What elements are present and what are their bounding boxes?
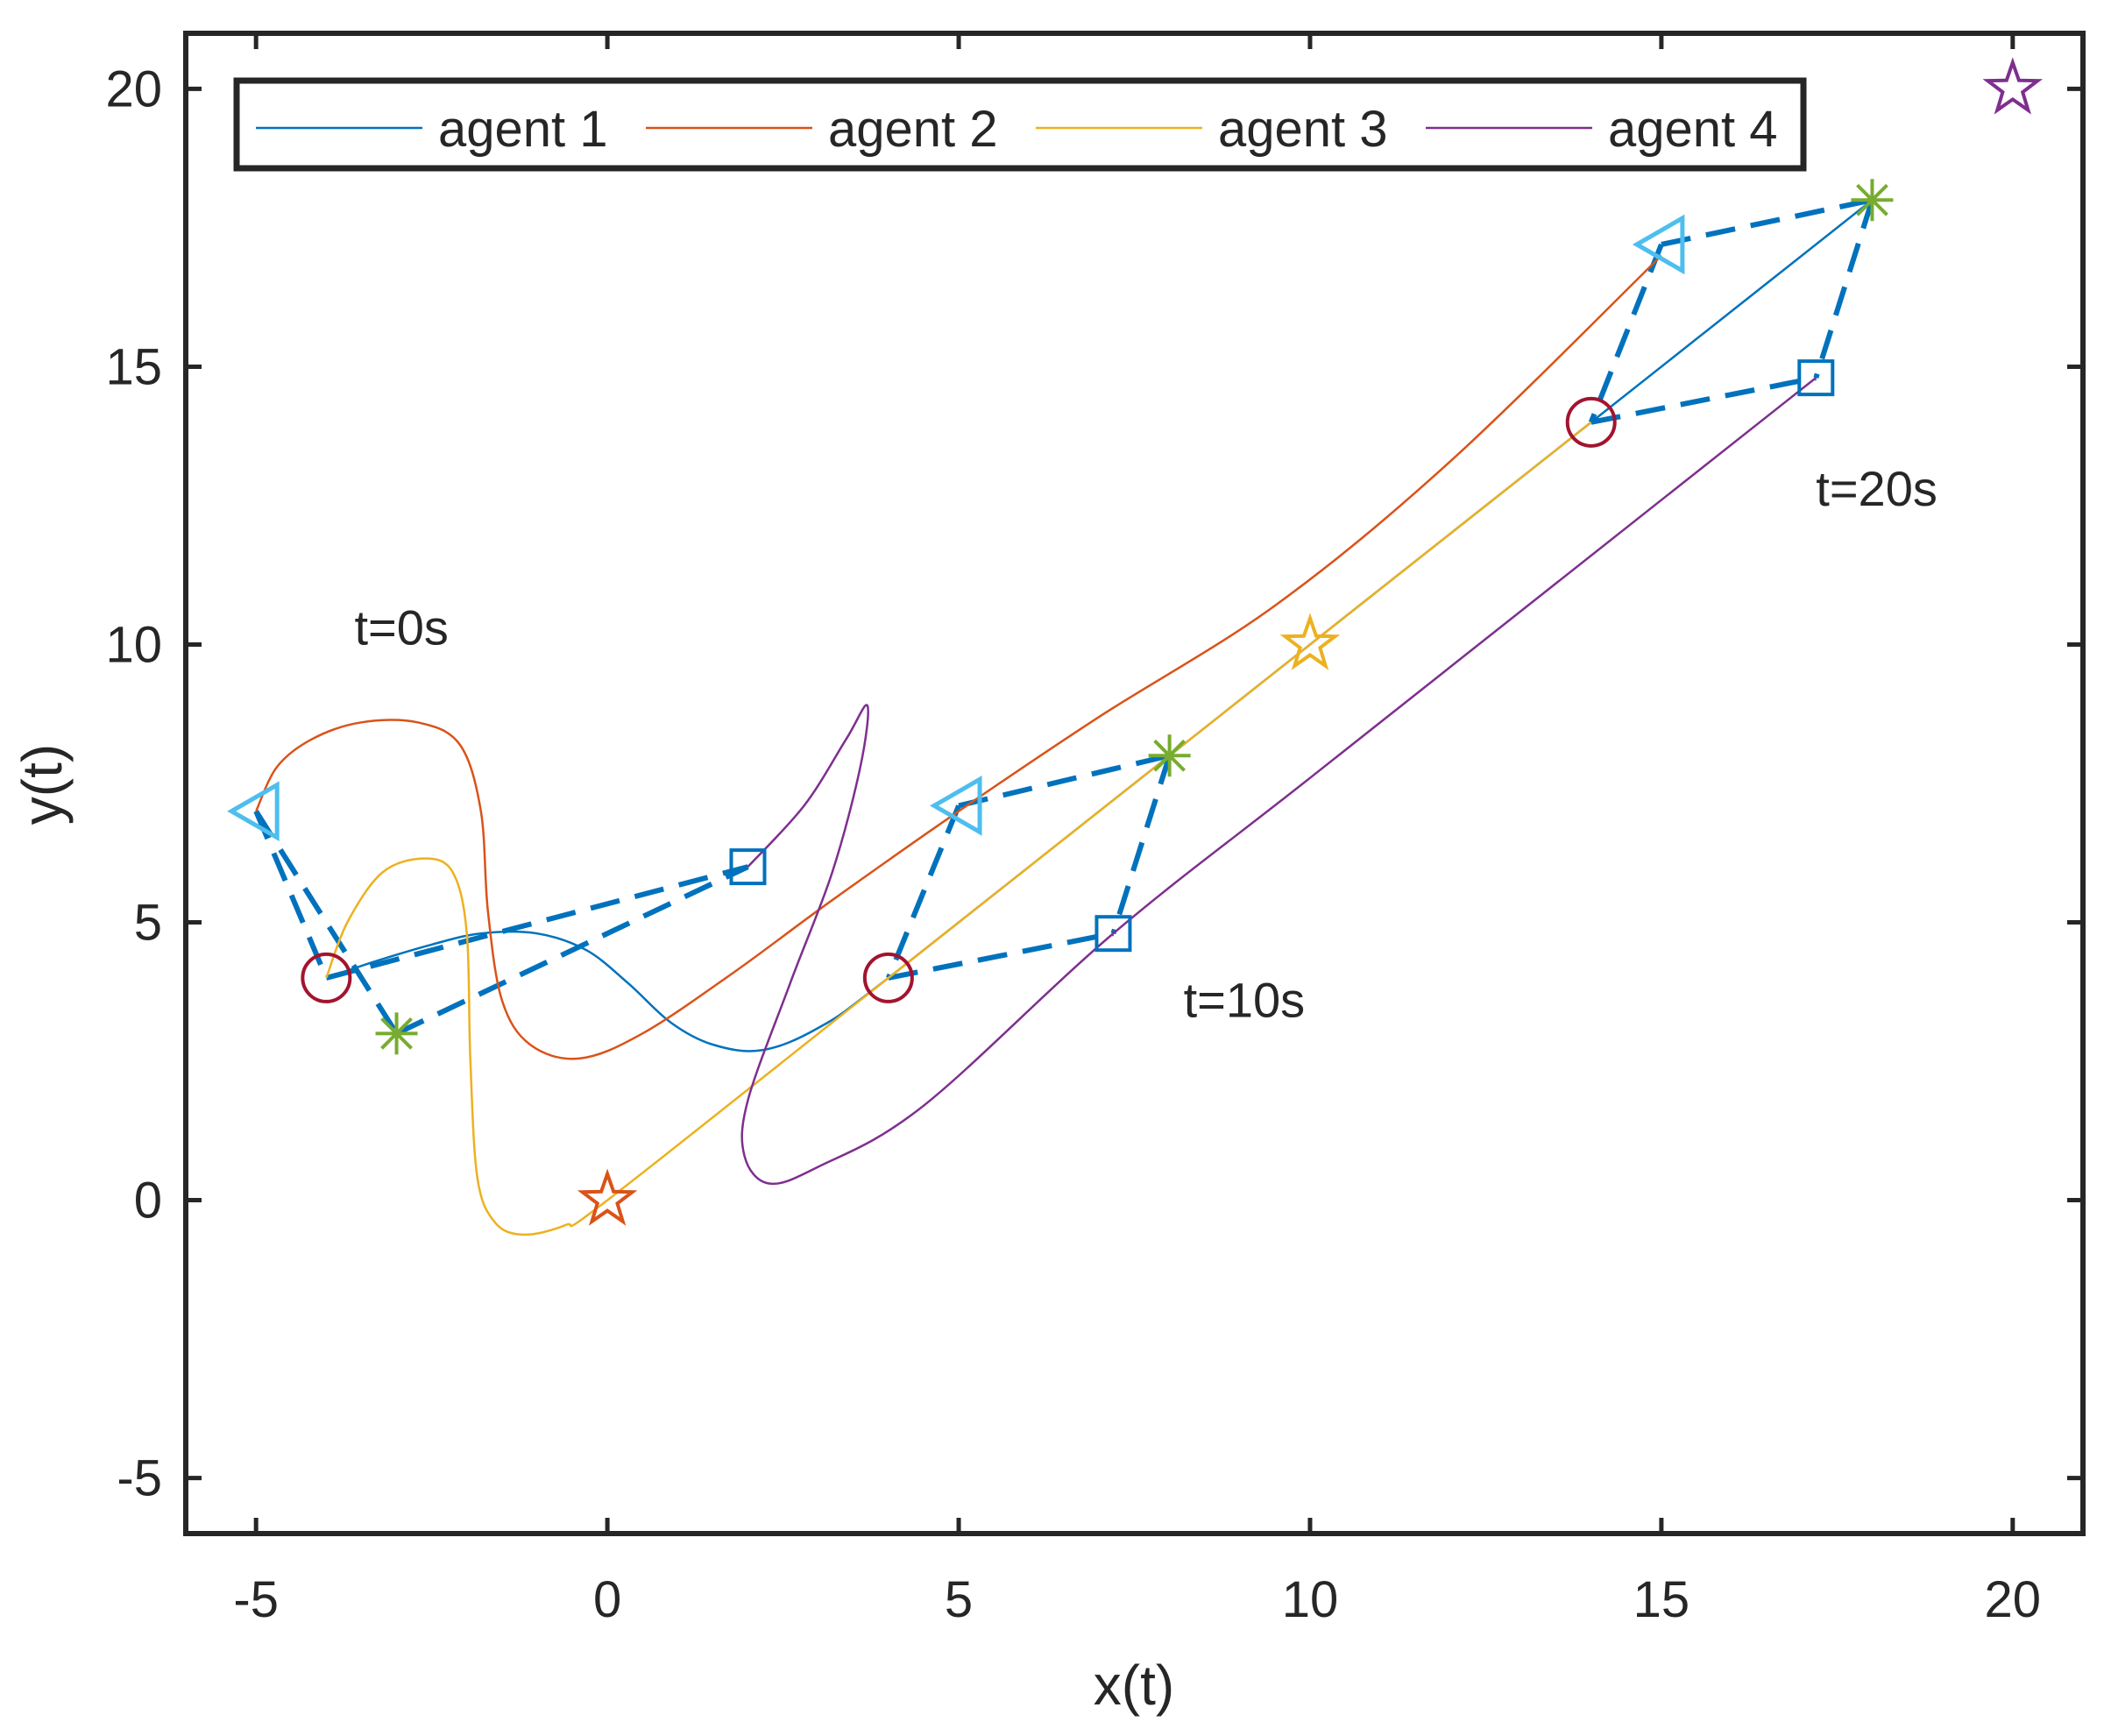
asterisk-marker	[375, 1012, 418, 1055]
y-tick-label: 20	[105, 60, 162, 117]
star-marker	[1982, 57, 2044, 115]
y-tick-label: 0	[134, 1173, 162, 1229]
formation-edge-2	[958, 753, 1171, 809]
formation-edge-1	[325, 864, 749, 981]
legend-box	[233, 77, 1807, 172]
legend-label-agent-3: agent 3	[1218, 101, 1388, 158]
circle-marker	[301, 952, 352, 1003]
asterisk-marker	[1851, 179, 1894, 222]
axes-box	[183, 31, 2086, 1536]
y-tick-label: -5	[117, 1450, 162, 1507]
y-tick-label: 10	[105, 616, 162, 673]
formation-edge-3	[1661, 197, 1874, 247]
annotation-label: t=10s	[1184, 972, 1306, 1027]
triangle-left-marker	[227, 781, 280, 842]
formation-edge-1	[253, 810, 329, 980]
formation-edge-1	[395, 864, 749, 1037]
annotation-label: t=20s	[1816, 461, 1938, 516]
formation-edge-3	[1813, 199, 1875, 379]
star-marker	[577, 1168, 638, 1226]
legend-label-agent-4: agent 4	[1608, 101, 1778, 158]
formation-edge-2	[888, 931, 1115, 981]
square-marker	[729, 848, 767, 886]
formation-edge-2	[886, 804, 961, 980]
y-tick-label: 15	[105, 338, 162, 395]
circle-marker	[862, 952, 914, 1003]
circle-marker	[1565, 396, 1617, 448]
formation-edge-2	[1110, 755, 1172, 935]
formation-edge-3	[1590, 375, 1817, 425]
star-marker	[1279, 613, 1341, 670]
annotations: t=0s t=10s t=20s	[354, 461, 1937, 1027]
x-tick-label: -5	[233, 1571, 279, 1628]
x-tick-label: 20	[1985, 1571, 2042, 1628]
x-tick-label: 15	[1633, 1571, 1690, 1628]
formation-edges	[253, 197, 1875, 1037]
triangle-left-marker	[930, 776, 982, 836]
trajectories	[255, 199, 1874, 1236]
triangle-left-marker	[1632, 214, 1685, 275]
markers	[227, 57, 2044, 1226]
x-tick-label: 0	[593, 1571, 621, 1628]
asterisk-marker	[1148, 734, 1191, 777]
series-line-agent-3	[325, 421, 1592, 1236]
x-tick-label: 10	[1282, 1571, 1339, 1628]
legend-label-agent-1: agent 1	[438, 101, 608, 158]
legend: agent 1 agent 2 agent 3 agent 4	[233, 77, 1807, 172]
square-marker	[1095, 915, 1132, 953]
legend-label-agent-2: agent 2	[828, 101, 998, 158]
series-line-agent-2	[255, 254, 1662, 1060]
x-tick-label: 5	[945, 1571, 973, 1628]
y-axis-label: y(t)	[11, 744, 74, 825]
y-tick-label: 5	[134, 895, 162, 952]
annotation-label: t=0s	[354, 599, 448, 655]
series-line-agent-4	[740, 377, 1817, 1186]
ticks-layer: -5 0 5 10 15 20 -5 0 5 10 15 20	[105, 33, 2083, 1628]
x-axis-label: x(t)	[1094, 1654, 1174, 1717]
formation-edge-3	[1588, 243, 1664, 423]
square-marker	[1797, 359, 1835, 397]
